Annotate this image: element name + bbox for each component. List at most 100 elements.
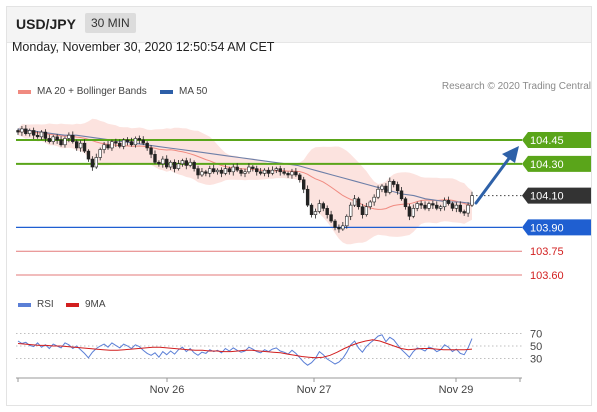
candle-body (125, 139, 130, 142)
candle-body (450, 203, 455, 209)
candle-body (274, 168, 279, 171)
candle-body (43, 131, 48, 139)
candle-body (262, 169, 267, 174)
candle-body (145, 142, 149, 149)
candle-body (368, 201, 372, 208)
x-axis-tick-label: Nov 29 (439, 384, 474, 396)
candle-body (364, 206, 369, 215)
legend-item-rsi: RSI (18, 299, 54, 310)
candle-body (255, 168, 259, 173)
candle-body (423, 204, 427, 209)
price-level-label: 103.75 (530, 246, 564, 258)
chart-card: USD/JPY 30 MIN (6, 6, 592, 406)
candle-body (157, 161, 161, 165)
ma50-line (17, 128, 473, 205)
candle-body (431, 203, 435, 206)
candle-body (219, 169, 224, 174)
candle-body (78, 142, 83, 149)
legend-item-ma20: MA 20 + Bollinger Bands (18, 86, 147, 97)
rsi-tick-label: 50 (530, 341, 542, 353)
candle-body (75, 141, 79, 149)
legend-label-ma50: MA 50 (179, 86, 208, 97)
candle-body (168, 161, 173, 168)
candle-body (294, 171, 298, 176)
candle-body (411, 208, 415, 217)
candle-body (51, 136, 55, 142)
candle-body (376, 188, 380, 198)
candle-body (165, 158, 169, 168)
candle-body (67, 134, 71, 139)
candle-body (98, 149, 102, 158)
candle-body (39, 131, 44, 138)
timeframe-badge[interactable]: 30 MIN (85, 13, 136, 33)
candle-body (141, 139, 145, 144)
candle-body (188, 161, 192, 166)
candle-body (356, 198, 361, 208)
legend-swatch-ma20 (18, 89, 31, 94)
candle-body (235, 166, 239, 171)
candle-body (380, 185, 384, 190)
price-level-label: 104.30 (530, 159, 564, 171)
x-axis-tick-label: Nov 26 (150, 384, 185, 396)
candle-body (403, 198, 408, 208)
candle-body (454, 204, 459, 209)
candle-body (208, 168, 212, 174)
candle-body (86, 150, 91, 160)
candle-body (137, 138, 142, 141)
candle-body (200, 171, 204, 176)
candle-body (90, 158, 95, 168)
candle-body (251, 166, 255, 169)
candle-body (372, 196, 376, 203)
candle-body (196, 168, 200, 176)
legend-item-9ma: 9MA (66, 299, 106, 310)
candle-body (28, 130, 32, 134)
candle-body (395, 184, 400, 192)
candle-body (55, 136, 59, 141)
price-level-tag (522, 155, 591, 172)
candle-body (282, 171, 286, 174)
legend-item-ma50: MA 50 (160, 86, 207, 97)
candle-body (337, 227, 341, 230)
price-level-label: 103.60 (530, 270, 564, 282)
candle-body (211, 168, 216, 173)
candle-body (470, 195, 474, 206)
price-level-label: 104.45 (530, 135, 564, 147)
candle-body (427, 203, 431, 209)
candle-body (114, 141, 118, 144)
candle-body (321, 203, 325, 209)
legend-swatch-9ma (66, 302, 79, 307)
price-level-label: 103.90 (530, 222, 564, 234)
symbol-label: USD/JPY (16, 16, 76, 32)
candle-body (192, 161, 196, 169)
rsi-line (17, 334, 473, 366)
candle-body (309, 204, 314, 215)
candle-body (360, 206, 365, 215)
candle-body (16, 130, 20, 133)
candle-body (153, 154, 157, 163)
candle-body (47, 138, 52, 142)
legend-label-9ma: 9MA (85, 299, 106, 310)
candle-body (118, 142, 122, 147)
research-credit: Research © 2020 Trading Central (441, 81, 591, 92)
candle-body (223, 168, 228, 174)
ma20-line (17, 129, 473, 210)
candle-body (243, 171, 247, 174)
candle-body (278, 168, 282, 173)
rsi-tick-label: 70 (530, 329, 542, 341)
candle-body (172, 161, 177, 169)
price-level-tag (522, 219, 591, 236)
candle-body (419, 203, 423, 206)
candle-body (407, 206, 412, 217)
candle-body (286, 173, 290, 176)
candle-body (458, 204, 462, 212)
candle-body (317, 203, 322, 212)
candle-body (180, 160, 185, 165)
candle-body (415, 203, 419, 209)
price-level-label: 104.10 (530, 191, 564, 203)
candle-body (329, 214, 333, 222)
candle-body (258, 171, 263, 174)
chart-header: USD/JPY 30 MIN (7, 7, 591, 43)
candle-body (341, 225, 345, 230)
candle-body (176, 163, 181, 169)
